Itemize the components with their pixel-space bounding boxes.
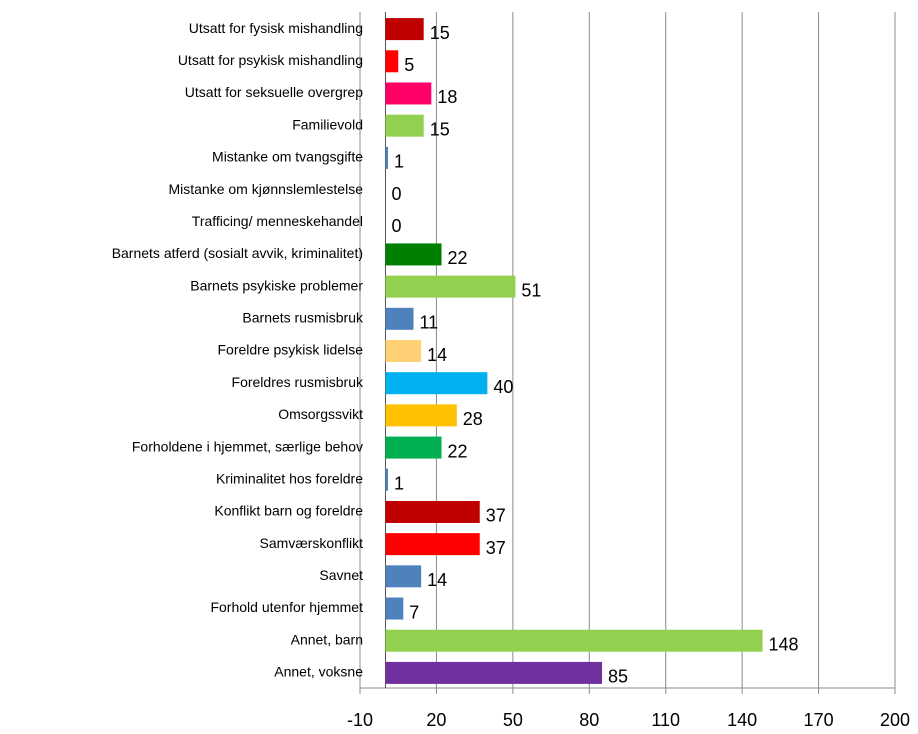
bar (385, 50, 399, 73)
category-label: Familievold (292, 116, 363, 132)
category-label: Barnets psykiske problemer (190, 277, 363, 293)
x-tick-label: 200 (880, 710, 910, 730)
bar (385, 404, 457, 427)
bar (385, 18, 424, 41)
data-label: 15 (430, 23, 450, 43)
category-label: Barnets rusmisbruk (242, 310, 364, 326)
category-label: Savnet (319, 567, 363, 583)
data-label: 51 (521, 280, 541, 300)
category-label: Forhold utenfor hjemmet (210, 599, 363, 615)
bar (385, 146, 389, 169)
category-label: Samværskonflikt (260, 535, 364, 551)
data-label: 1 (394, 474, 404, 494)
category-label: Utsatt for seksuelle overgrep (185, 84, 363, 100)
category-label: Utsatt for psykisk mishandling (178, 52, 363, 68)
data-label: 7 (409, 602, 419, 622)
category-label: Foreldre psykisk lidelse (218, 342, 364, 358)
bar (385, 565, 422, 588)
category-label: Barnets atferd (sosialt avvik, kriminali… (112, 245, 363, 261)
category-label: Foreldres rusmisbruk (232, 374, 364, 390)
data-label: 40 (493, 377, 513, 397)
bar (385, 661, 603, 684)
bar (385, 500, 480, 523)
data-label: 22 (448, 441, 468, 461)
bar (385, 533, 480, 556)
category-label: Mistanke om kjønnslemlestelse (168, 181, 363, 197)
data-label: 1 (394, 152, 404, 172)
bar (385, 468, 389, 491)
data-label: 14 (427, 345, 447, 365)
data-label: 14 (427, 570, 447, 590)
bar (385, 243, 442, 266)
data-label: 0 (391, 184, 401, 204)
data-label: 5 (404, 55, 414, 75)
x-tick-label: 170 (804, 710, 834, 730)
category-label: Mistanke om tvangsgifte (212, 149, 363, 165)
bar (385, 372, 488, 395)
data-label: 18 (437, 87, 457, 107)
bar (385, 340, 422, 362)
data-label: 148 (769, 634, 799, 654)
x-tick-label: 20 (426, 710, 446, 730)
category-label: Utsatt for fysisk mishandling (189, 20, 363, 36)
bar (385, 275, 516, 298)
data-label: 0 (391, 216, 401, 236)
category-label: Annet, voksne (274, 664, 363, 680)
x-tick-label: -10 (347, 710, 373, 730)
bar (385, 597, 404, 620)
x-tick-label: 80 (579, 710, 599, 730)
data-label: 28 (463, 409, 483, 429)
bar (385, 307, 414, 330)
category-label: Omsorgssvikt (278, 406, 363, 422)
data-label: 37 (486, 538, 506, 558)
category-label: Trafficing/ menneskehandel (192, 213, 363, 229)
data-label: 22 (448, 248, 468, 268)
bar (385, 629, 763, 652)
bar (385, 436, 442, 459)
data-label: 37 (486, 506, 506, 526)
x-tick-label: 140 (727, 710, 757, 730)
bar (385, 82, 432, 105)
category-label: Forholdene i hjemmet, særlige behov (132, 438, 363, 454)
data-label: 85 (608, 667, 628, 687)
category-label: Kriminalitet hos foreldre (216, 470, 363, 486)
data-label: 11 (420, 313, 439, 333)
category-label: Konflikt barn og foreldre (214, 503, 363, 519)
x-tick-label: 50 (503, 710, 523, 730)
data-label: 15 (430, 119, 450, 139)
category-label: Annet, barn (291, 631, 363, 647)
x-tick-label: 110 (651, 710, 680, 730)
bar (385, 114, 424, 137)
